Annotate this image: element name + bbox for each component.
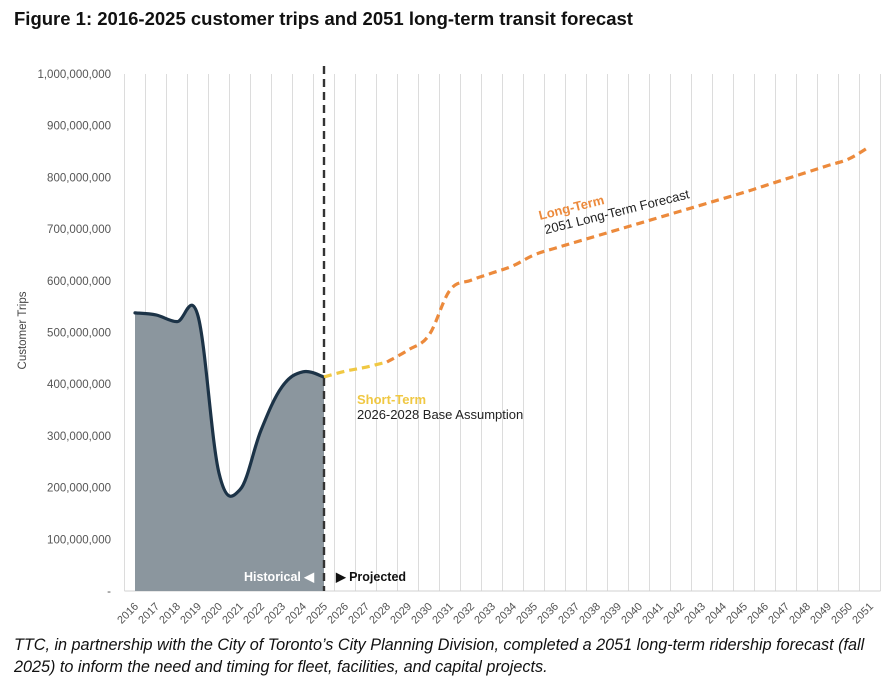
x-tick-label: 2044 — [703, 601, 729, 627]
figure-title: Figure 1: 2016-2025 customer trips and 2… — [14, 8, 633, 29]
y-tick-label: 200,000,000 — [47, 483, 111, 495]
chart: - 100,000,000 200,000,000 300,000,000 400,00… — [17, 66, 881, 627]
x-tick-label: 2027 — [346, 601, 372, 627]
x-tick-label: 2019 — [178, 601, 204, 627]
historical-area — [135, 305, 324, 591]
x-tick-label: 2026 — [325, 601, 351, 627]
y-tick-label: 500,000,000 — [47, 328, 111, 340]
historical-label: Historical ◀ — [244, 570, 315, 584]
x-tick-label: 2047 — [766, 601, 792, 627]
x-tick-label: 2031 — [430, 601, 456, 627]
x-tick-label: 2024 — [283, 601, 309, 627]
y-tick-label: 100,000,000 — [47, 534, 111, 546]
short-term-line — [323, 360, 388, 379]
x-tick-label: 2035 — [514, 601, 540, 627]
short-term-description: 2026-2028 Base Assumption — [357, 407, 523, 422]
x-tick-label: 2017 — [136, 601, 162, 627]
y-tick-label: 800,000,000 — [47, 172, 111, 184]
y-axis-title: Customer Trips — [17, 291, 29, 369]
x-tick-label: 2050 — [829, 601, 855, 627]
x-tick-label: 2049 — [808, 601, 834, 627]
x-tick-label: 2028 — [367, 601, 393, 627]
y-tick-label: 700,000,000 — [47, 224, 111, 236]
x-tick-label: 2036 — [535, 601, 561, 627]
x-tick-label: 2016 — [115, 601, 141, 627]
historical-line — [133, 303, 326, 498]
long-term-line — [386, 145, 871, 364]
x-tick-label: 2043 — [682, 601, 708, 627]
y-tick-label: 400,000,000 — [47, 379, 111, 391]
x-tick-label: 2029 — [388, 601, 414, 627]
historical-area-fill — [135, 305, 324, 591]
x-tick-label: 2025 — [304, 601, 330, 627]
x-tick-label: 2022 — [241, 601, 267, 627]
x-tick-label: 2023 — [262, 601, 288, 627]
figure-caption: TTC, in partnership with the City of Tor… — [14, 636, 865, 676]
x-axis: 2016201720182019202020212022202320242025… — [115, 601, 876, 627]
x-tick-label: 2041 — [640, 601, 666, 627]
x-tick-label: 2040 — [619, 601, 645, 627]
x-tick-label: 2030 — [409, 601, 435, 627]
x-tick-label: 2037 — [556, 601, 582, 627]
x-tick-label: 2021 — [220, 601, 246, 627]
y-tick-label: 600,000,000 — [47, 276, 111, 288]
y-tick-label: - — [107, 586, 111, 598]
x-tick-label: 2046 — [745, 601, 771, 627]
x-tick-label: 2038 — [577, 601, 603, 627]
x-tick-label: 2051 — [850, 601, 876, 627]
x-tick-label: 2018 — [157, 601, 183, 627]
x-tick-label: 2045 — [724, 601, 750, 627]
x-tick-label: 2033 — [472, 601, 498, 627]
y-tick-label: 300,000,000 — [47, 431, 111, 443]
x-tick-label: 2039 — [598, 601, 624, 627]
x-tick-label: 2032 — [451, 601, 477, 627]
y-tick-label: 1,000,000,000 — [37, 69, 111, 81]
y-axis: - 100,000,000 200,000,000 300,000,000 400,00… — [17, 69, 111, 598]
x-tick-label: 2042 — [661, 601, 687, 627]
x-tick-label: 2034 — [493, 601, 519, 627]
y-tick-label: 900,000,000 — [47, 121, 111, 133]
x-tick-label: 2048 — [787, 601, 813, 627]
x-tick-label: 2020 — [199, 601, 225, 627]
series-lines — [133, 66, 871, 591]
projected-label: ▶ Projected — [335, 570, 406, 584]
short-term-title: Short-Term — [357, 392, 426, 407]
